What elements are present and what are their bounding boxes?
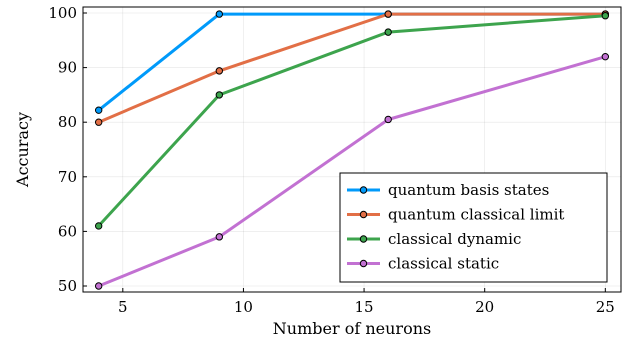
y-tick-label: 70 bbox=[58, 168, 77, 186]
y-tick-label: 80 bbox=[58, 113, 77, 131]
y-tick-label: 60 bbox=[58, 222, 77, 240]
legend-entry-label: quantum basis states bbox=[388, 181, 549, 199]
series-points bbox=[94, 10, 610, 290]
y-axis-label: Accuracy bbox=[13, 112, 32, 188]
y-tick-label: 50 bbox=[58, 277, 77, 295]
legend-entry-label: classical static bbox=[388, 255, 499, 273]
data-point bbox=[215, 67, 224, 75]
legend-swatch-marker bbox=[359, 235, 368, 243]
series-line-3 bbox=[98, 55, 606, 288]
legend: quantum basis states quantum classical li… bbox=[339, 172, 608, 283]
x-axis-ticks: 5 10 15 20 25 bbox=[118, 288, 615, 316]
legend-swatch-marker bbox=[359, 210, 368, 219]
data-point bbox=[601, 12, 610, 20]
x-tick-label: 10 bbox=[234, 298, 253, 316]
x-tick-label: 25 bbox=[596, 298, 615, 316]
data-point bbox=[94, 282, 103, 290]
series-line-1 bbox=[98, 12, 606, 124]
legend-entry-label: classical dynamic bbox=[388, 230, 521, 248]
data-point bbox=[215, 91, 224, 99]
data-point bbox=[94, 222, 103, 230]
x-tick-label: 15 bbox=[355, 298, 374, 316]
series-lines bbox=[97, 12, 606, 288]
data-point bbox=[94, 118, 103, 126]
data-point bbox=[215, 233, 224, 241]
data-point bbox=[384, 115, 392, 124]
data-point bbox=[94, 106, 103, 114]
x-axis-label: Number of neurons bbox=[273, 319, 431, 338]
legend-entry-label: quantum classical limit bbox=[388, 206, 564, 224]
plot-frame bbox=[82, 6, 622, 293]
data-point bbox=[384, 28, 392, 36]
x-tick-label: 20 bbox=[475, 298, 494, 316]
x-tick-label: 5 bbox=[118, 298, 128, 316]
series-line-0 bbox=[97, 12, 606, 112]
data-point bbox=[215, 10, 224, 18]
grid bbox=[83, 7, 621, 292]
legend-box bbox=[339, 172, 608, 283]
series-line-2 bbox=[97, 14, 606, 227]
data-point bbox=[601, 52, 610, 61]
legend-swatch-marker bbox=[359, 186, 368, 194]
y-axis-ticks: 50 60 70 80 90 100 bbox=[48, 4, 87, 295]
y-tick-label: 90 bbox=[58, 59, 77, 77]
legend-swatch-marker bbox=[359, 259, 368, 268]
data-point bbox=[384, 10, 392, 18]
y-tick-label: 100 bbox=[48, 4, 77, 22]
